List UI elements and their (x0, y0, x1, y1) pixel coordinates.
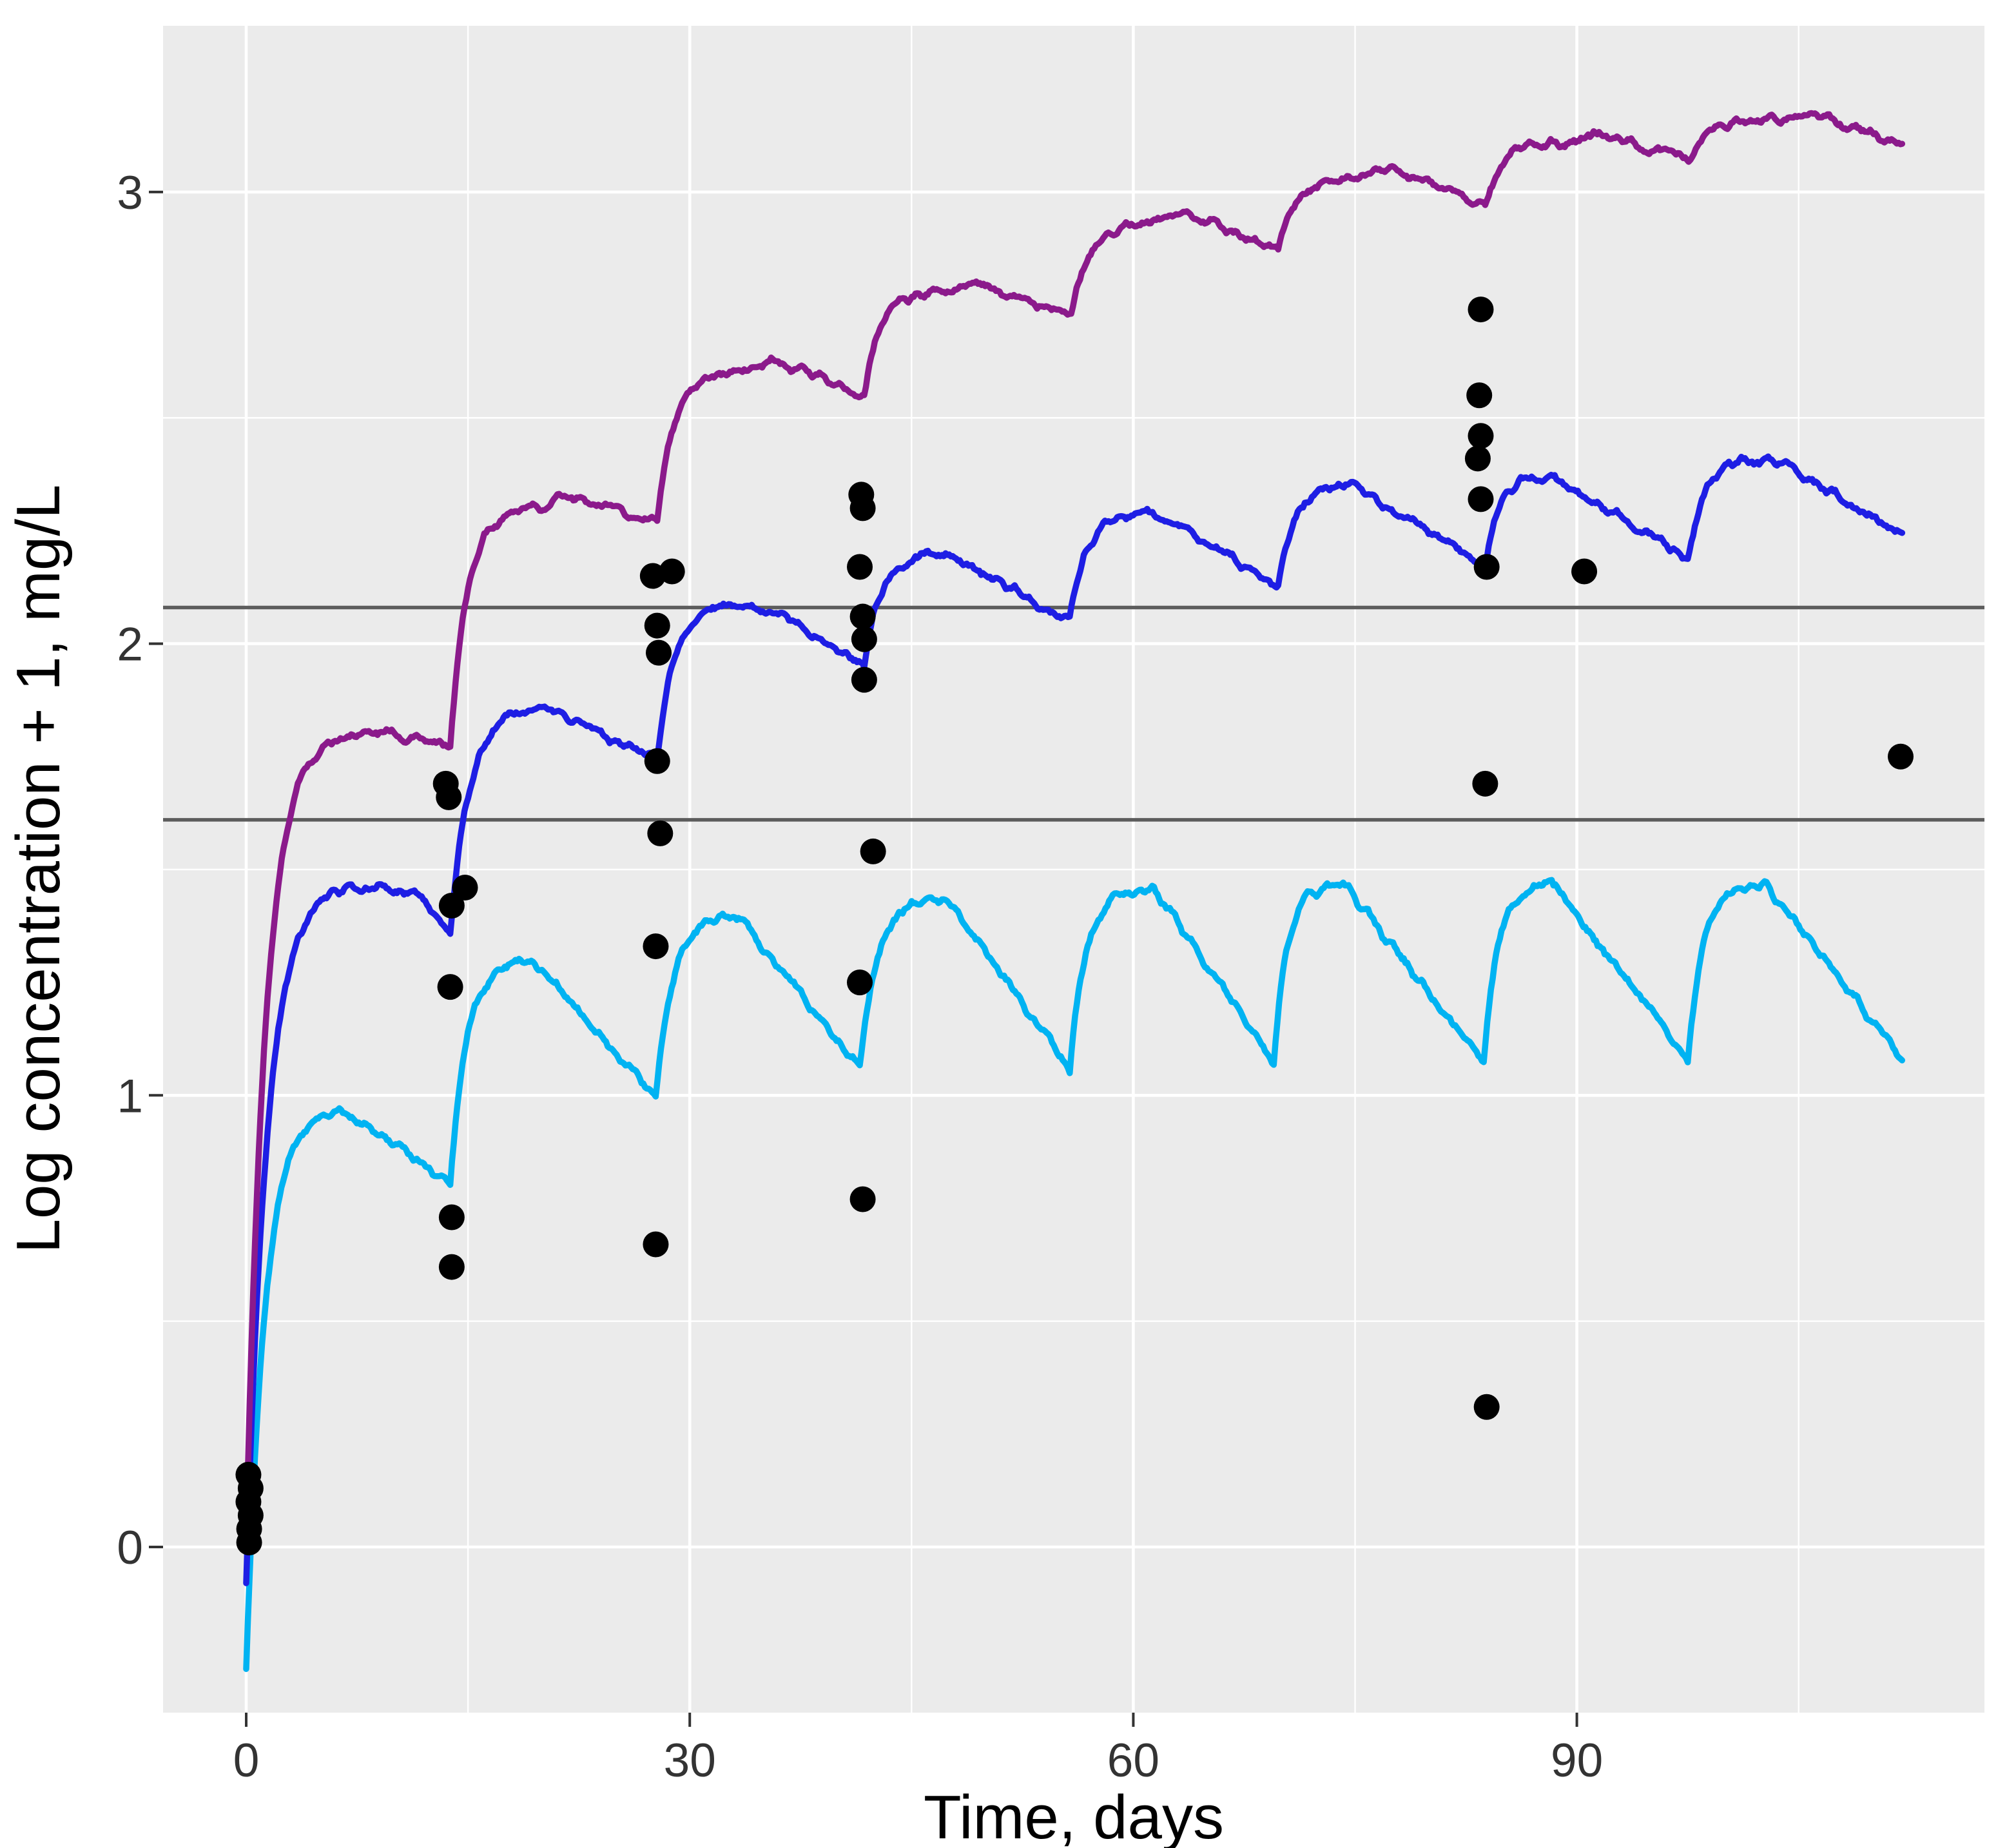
observed-point (639, 563, 666, 589)
y-axis-title: Log concentration + 1, mg/L (4, 485, 73, 1254)
observed-point (849, 603, 876, 630)
major-gridlines (163, 26, 1984, 1713)
observed-point (1468, 423, 1494, 449)
observed-point (1887, 743, 1914, 770)
observed-point (1468, 297, 1494, 323)
minor-gridlines (163, 26, 1984, 1713)
observed-point (644, 612, 670, 639)
observed-point (643, 1231, 669, 1258)
observed-point (1571, 558, 1598, 585)
observed-point (849, 495, 876, 521)
observed-point (436, 784, 462, 810)
observed-point (1466, 382, 1493, 409)
y-tick-label: 3 (117, 167, 143, 219)
x-tick-label: 90 (1551, 1735, 1603, 1787)
observed-point (646, 639, 672, 666)
observed-point (847, 969, 873, 996)
observed-point (643, 933, 669, 960)
series-lines (243, 110, 1906, 1672)
y-tick-label: 0 (117, 1522, 143, 1574)
observed-point (851, 666, 877, 693)
observed-point (438, 893, 465, 919)
observed-point (644, 748, 670, 774)
observed-point (452, 874, 478, 900)
x-axis-title: Time, days (924, 1783, 1224, 1848)
y-tick-label: 1 (117, 1070, 143, 1122)
purple-curve-high (243, 110, 1906, 1541)
cyan-curve-low (243, 877, 1906, 1672)
observed-point (236, 1529, 262, 1555)
x-tick-label: 0 (233, 1735, 260, 1787)
observed-point (438, 1254, 465, 1280)
observed-point (1468, 486, 1494, 512)
observed-point (437, 974, 463, 1000)
observed-point (438, 1204, 465, 1230)
y-tick-labels: 0 1 2 3 (117, 167, 143, 1574)
x-tick-labels: 0 30 60 90 (233, 1735, 1604, 1787)
x-tick-label: 30 (664, 1735, 716, 1787)
observed-point (647, 820, 674, 846)
observed-point (659, 558, 685, 585)
observed-point (1464, 445, 1491, 472)
observed-point (849, 1186, 876, 1212)
x-tick-label: 60 (1107, 1735, 1159, 1787)
axis-tick-marks (149, 190, 1578, 1727)
y-tick-label: 2 (117, 619, 143, 671)
observed-point (1472, 770, 1498, 797)
observed-point (860, 838, 886, 864)
observed-point (851, 626, 877, 652)
observed-point (847, 554, 873, 580)
scatter-points (235, 297, 1914, 1555)
observed-point (1473, 1394, 1500, 1420)
blue-curve-mid (243, 453, 1906, 1586)
observed-point (1473, 554, 1500, 580)
